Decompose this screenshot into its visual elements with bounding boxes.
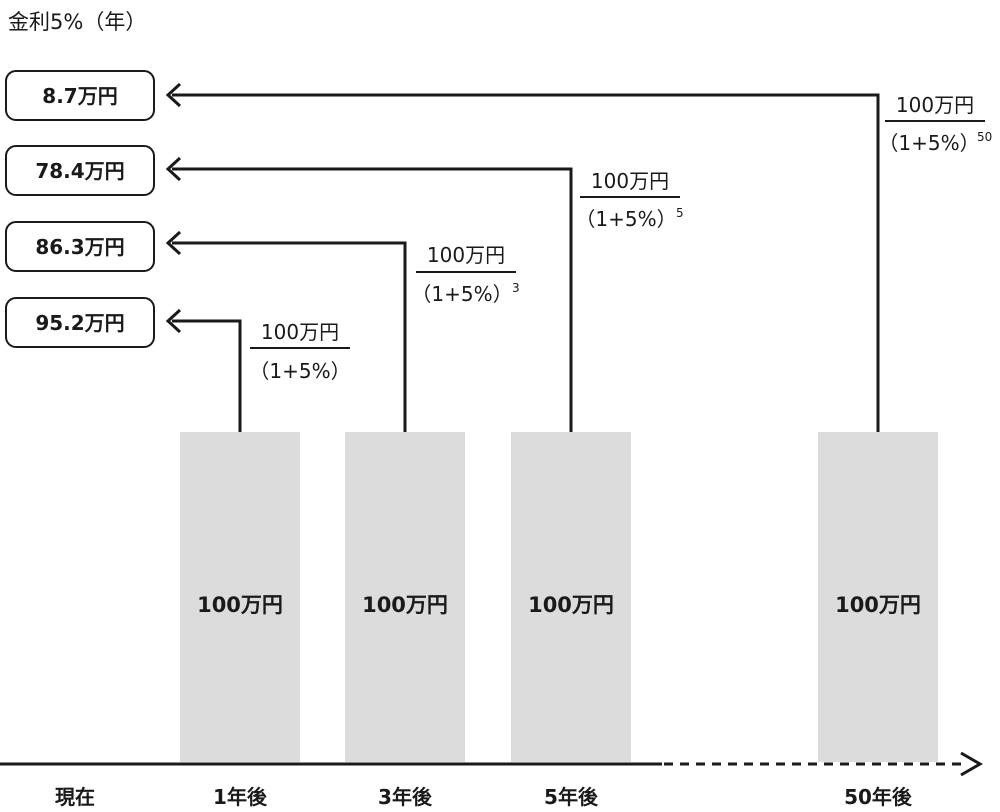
discount-arrow-1y [172, 319, 242, 432]
bar-amount-50y: 100万円 [835, 593, 921, 617]
cashflow-bar-5y [511, 432, 631, 762]
discount-arrow-3y [172, 241, 407, 432]
period-label-now: 現在 [55, 785, 95, 809]
cashflow-bar-1y [180, 432, 300, 762]
arrow-head-5y-icon [165, 156, 182, 182]
present-value-box-1y: 95.2万円 [5, 297, 155, 348]
arrow-head-3y-icon [165, 230, 182, 256]
bar-amount-5y: 100万円 [528, 593, 614, 617]
formula-denominator-50y: （1+5%） [878, 131, 979, 155]
present-value-box-5y: 78.4万円 [5, 145, 155, 196]
formula-numerator-3y: 100万円 [427, 243, 505, 267]
formula-5y: 100万円 （1+5%） 5 [575, 169, 683, 231]
formula-numerator-50y: 100万円 [896, 93, 974, 117]
formula-numerator-1y: 100万円 [261, 320, 339, 344]
period-label-50y: 50年後 [844, 785, 913, 809]
formula-exponent-5y: 5 [676, 206, 684, 220]
formula-numerator-5y: 100万円 [591, 169, 669, 193]
formula-3y: 100万円 （1+5%） 3 [411, 243, 519, 306]
present-value-box-3y: 86.3万円 [5, 221, 155, 272]
present-value-box-50y: 8.7万円 [5, 70, 155, 121]
formula-1y: 100万円 （1+5%） [249, 320, 350, 383]
formula-exponent-3y: 3 [512, 281, 520, 295]
formula-denominator-5y: （1+5%） [575, 207, 676, 231]
cashflow-bar-50y [818, 432, 938, 762]
period-label-3y: 3年後 [378, 785, 433, 809]
bar-amount-3y: 100万円 [362, 593, 448, 617]
timeline-arrow-icon [960, 751, 983, 777]
formula-50y: 100万円 （1+5%） 50 [878, 93, 992, 155]
period-label-1y: 1年後 [213, 785, 268, 809]
discount-arrow-50y [172, 93, 880, 432]
present-value-50y: 8.7万円 [42, 84, 117, 108]
present-value-3y: 86.3万円 [35, 235, 124, 259]
cashflow-bar-3y [345, 432, 465, 762]
formula-exponent-50y: 50 [977, 130, 992, 144]
present-value-5y: 78.4万円 [35, 159, 124, 183]
present-value-1y: 95.2万円 [35, 311, 124, 335]
period-label-5y: 5年後 [544, 785, 599, 809]
formula-denominator-3y: （1+5%） [411, 282, 512, 306]
arrow-head-50y-icon [165, 82, 182, 108]
arrow-head-1y-icon [165, 308, 182, 334]
interest-rate-label: 金利5%（年） [8, 10, 146, 34]
bar-amount-1y: 100万円 [197, 593, 283, 617]
formula-denominator-1y: （1+5%） [249, 359, 350, 383]
discount-arrow-5y [172, 167, 573, 432]
